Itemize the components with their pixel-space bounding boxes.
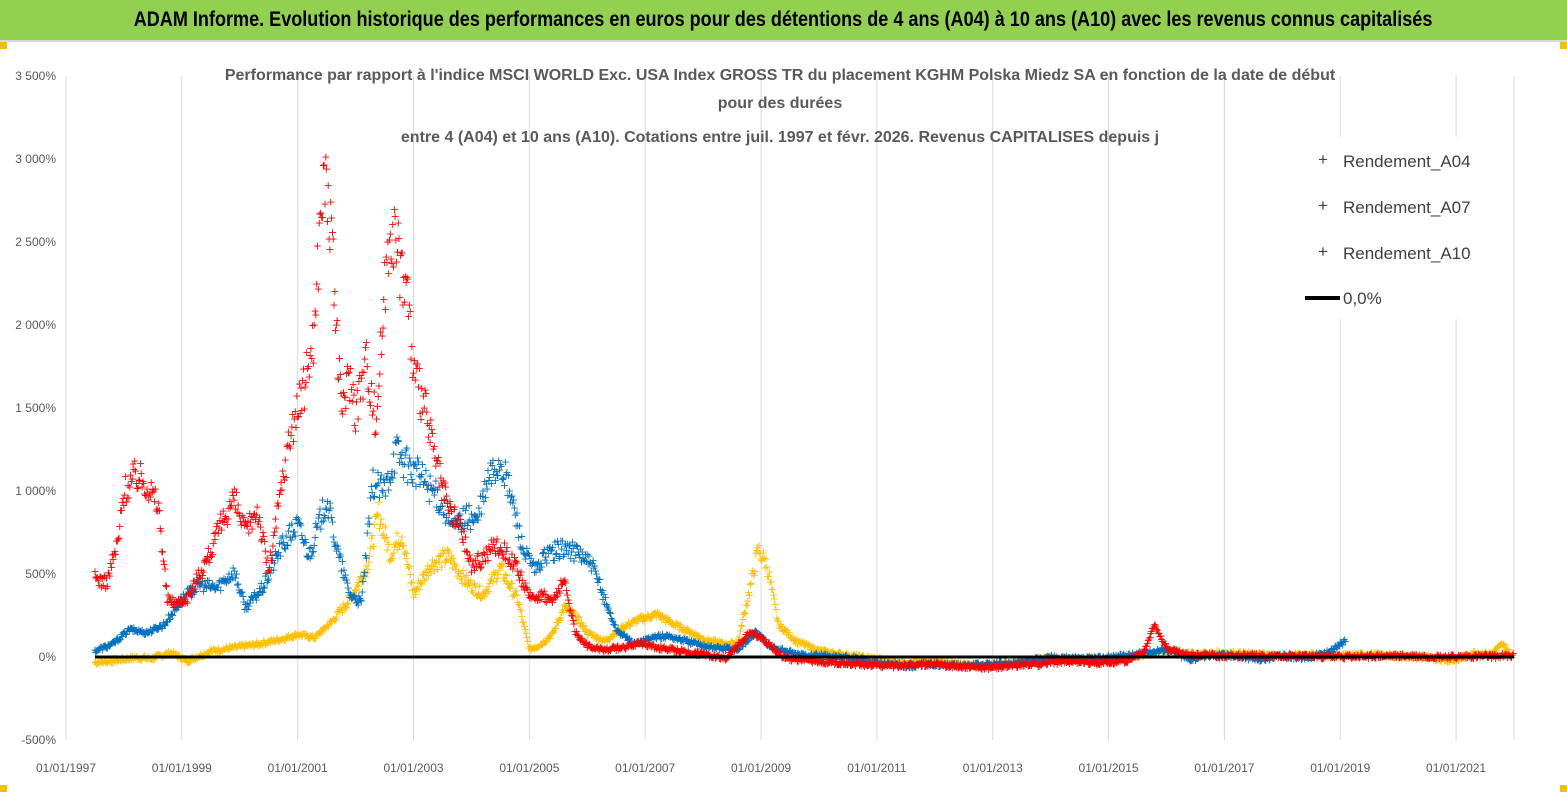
chart-title-line-2: pour des durées xyxy=(718,95,843,112)
chart-legend: + Rendement_A04 + Rendement_A07 + Rendem… xyxy=(1280,137,1498,319)
data-point: + xyxy=(378,321,387,334)
data-point: + xyxy=(311,309,320,322)
y-tick-label: 0% xyxy=(39,650,57,664)
x-tick-label: 01/01/2013 xyxy=(963,761,1023,775)
data-point: + xyxy=(313,240,322,253)
data-point: + xyxy=(274,500,283,513)
data-point: + xyxy=(346,362,355,375)
data-point: + xyxy=(407,340,416,353)
data-point: + xyxy=(372,413,381,426)
data-point: + xyxy=(377,348,386,361)
data-point: + xyxy=(504,469,513,482)
data-point: + xyxy=(305,371,314,384)
y-tick-label: 500% xyxy=(25,567,56,581)
data-point: + xyxy=(461,531,470,544)
x-tick-label: 01/01/2009 xyxy=(731,761,791,775)
data-point: + xyxy=(281,471,290,484)
corner-handle-br xyxy=(1560,785,1567,792)
x-tick-label: 01/01/1999 xyxy=(152,761,212,775)
data-point: + xyxy=(333,314,342,327)
data-point: + xyxy=(309,357,318,370)
data-point: + xyxy=(324,179,333,192)
data-point: + xyxy=(326,195,335,208)
data-point: + xyxy=(208,548,217,561)
data-point: + xyxy=(415,362,424,375)
data-point: + xyxy=(155,504,164,517)
performance-chart: 3 500% 3 000% 2 500% 2 000% 1 500% 1 000% 500%… xyxy=(0,42,1567,792)
data-point: + xyxy=(314,283,323,296)
x-tick-label: 01/01/2005 xyxy=(499,761,559,775)
data-point: + xyxy=(371,426,380,439)
x-tick-label: 01/01/2001 xyxy=(268,761,328,775)
banner-title: ADAM Informe. Evolution historique des p… xyxy=(134,8,1433,32)
data-point: + xyxy=(329,233,338,246)
data-point: + xyxy=(381,303,390,316)
chart-frame: 3 500% 3 000% 2 500% 2 000% 1 500% 1 000% 500%… xyxy=(0,40,1567,790)
x-tick-label: 01/01/2011 xyxy=(847,761,906,775)
data-point: + xyxy=(328,516,337,529)
data-point: + xyxy=(365,517,374,530)
data-point: + xyxy=(115,520,124,533)
data-point: + xyxy=(435,457,444,470)
x-axis-ticks: 01/01/1997 01/01/1999 01/01/2001 01/01/2003… xyxy=(36,761,1486,775)
data-point: + xyxy=(322,162,331,175)
x-tick-label: 01/01/2003 xyxy=(383,761,443,775)
data-point: + xyxy=(160,563,169,576)
chart-banner: ADAM Informe. Evolution historique des p… xyxy=(0,0,1567,40)
data-point: + xyxy=(745,589,754,602)
data-point: + xyxy=(403,272,412,285)
x-tick-label: 01/01/1997 xyxy=(36,761,96,775)
data-point: + xyxy=(289,435,298,448)
chart-title: Performance par rapport à l'indice MSCI … xyxy=(225,67,1336,146)
data-point: + xyxy=(477,508,486,521)
data-point: + xyxy=(111,548,120,561)
chart-title-line-3: entre 4 (A04) et 10 ans (A10). Cotations… xyxy=(401,129,1159,146)
data-point: + xyxy=(351,424,360,437)
data-point: + xyxy=(327,211,336,224)
y-tick-label: -500% xyxy=(21,733,56,747)
data-point: + xyxy=(421,387,430,400)
data-point: + xyxy=(281,454,290,467)
x-tick-label: 01/01/2021 xyxy=(1426,761,1486,775)
data-point: + xyxy=(300,402,309,415)
data-point: + xyxy=(156,524,165,537)
data-point: + xyxy=(363,360,372,373)
y-tick-label: 1 000% xyxy=(15,484,56,498)
data-point: + xyxy=(232,486,241,499)
data-point: + xyxy=(394,217,403,230)
data-point: + xyxy=(362,551,371,564)
chart-title-line-1: Performance par rapport à l'indice MSCI … xyxy=(225,67,1336,84)
y-tick-label: 2 500% xyxy=(15,235,56,249)
data-point: + xyxy=(360,566,369,579)
y-tick-label: 3 000% xyxy=(15,152,56,166)
data-point: + xyxy=(330,285,339,298)
y-axis-ticks: 3 500% 3 000% 2 500% 2 000% 1 500% 1 000% 500%… xyxy=(15,69,56,747)
data-point: + xyxy=(374,379,383,392)
data-point: + xyxy=(362,336,371,349)
y-tick-label: 2 000% xyxy=(15,318,56,332)
data-point: + xyxy=(353,412,362,425)
data-point: + xyxy=(329,299,338,312)
y-tick-label: 3 500% xyxy=(15,69,56,83)
corner-handle-tr xyxy=(1560,42,1567,49)
data-point: + xyxy=(272,522,281,535)
data-point: + xyxy=(1341,635,1350,648)
data-point: + xyxy=(151,483,160,496)
corner-handle-tl xyxy=(0,42,7,49)
data-point: + xyxy=(375,368,384,381)
data-point: + xyxy=(394,232,403,245)
data-point: + xyxy=(512,506,521,519)
data-point: + xyxy=(398,247,407,260)
y-tick-label: 1 500% xyxy=(15,401,56,415)
x-tick-label: 01/01/2017 xyxy=(1194,761,1254,775)
corner-handle-bl xyxy=(0,785,7,792)
data-point: + xyxy=(428,427,437,440)
x-tick-label: 01/01/2019 xyxy=(1310,761,1370,775)
data-point: + xyxy=(406,305,415,318)
data-point: + xyxy=(114,532,123,545)
x-tick-label: 01/01/2015 xyxy=(1079,761,1139,775)
x-tick-label: 01/01/2007 xyxy=(615,761,675,775)
